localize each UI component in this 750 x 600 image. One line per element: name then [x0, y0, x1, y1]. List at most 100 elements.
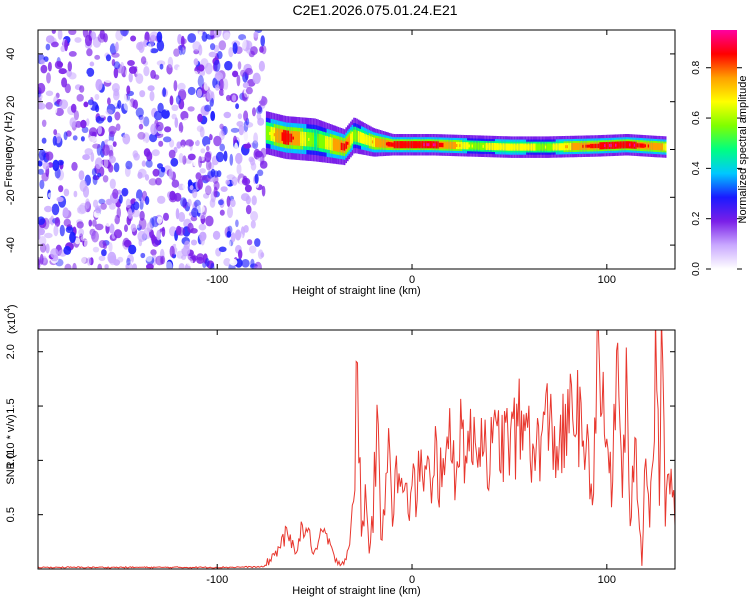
noise-blob [210, 43, 216, 51]
noise-blob [163, 212, 169, 221]
signal-peak [636, 143, 640, 147]
noise-blob [185, 139, 195, 147]
noise-blob [204, 104, 212, 112]
noise-blob [45, 43, 51, 51]
noise-blob [237, 113, 243, 120]
y-tick-label: -20 [5, 189, 17, 205]
noise-blob [191, 255, 199, 261]
noise-blob [250, 220, 256, 229]
x-tick-label: 100 [598, 574, 616, 586]
signal-cell [580, 144, 583, 149]
noise-blob [58, 185, 64, 193]
noise-blob [219, 143, 225, 152]
noise-blob [45, 35, 55, 44]
noise-blob [254, 261, 262, 269]
noise-blob [245, 86, 253, 95]
noise-blob [257, 169, 264, 177]
signal-cell [440, 142, 443, 148]
signal-cell [639, 143, 642, 148]
noise-blob [237, 61, 242, 70]
noise-blob [243, 225, 249, 233]
signal-cell [364, 135, 366, 143]
signal-cell [490, 144, 492, 149]
x-tick-label: -100 [206, 574, 228, 586]
signal-cell [560, 144, 563, 149]
noise-blob [159, 63, 164, 70]
noise-blob [86, 257, 92, 266]
noise-blob [123, 239, 132, 248]
noise-blob [252, 107, 256, 117]
noise-blob [38, 97, 42, 103]
noise-blob [208, 162, 215, 170]
noise-blob [53, 225, 59, 237]
signal-peak [456, 144, 459, 147]
noise-blob [114, 111, 121, 121]
noise-blob [128, 244, 137, 255]
spectrogram-panel: -100 0 100 -40 -20 0 20 40 Height of straight l… [3, 29, 676, 297]
chart-title: C2E1.2026.075.01.24.E21 [292, 2, 458, 18]
noise-blob [210, 262, 215, 269]
noise-blob [79, 85, 85, 93]
signal-cell [442, 142, 444, 148]
signal-cell [515, 145, 517, 150]
noise-blob [137, 168, 147, 178]
signal-cell [470, 143, 472, 149]
noise-blob [103, 159, 112, 169]
noise-blob [174, 117, 179, 128]
noise-blob [63, 188, 70, 197]
signal-cell [624, 142, 626, 147]
noise-blob [203, 82, 209, 91]
signal-cell [638, 143, 640, 148]
noise-blob [236, 74, 241, 87]
noise-blob [41, 119, 47, 128]
colorbar-tick-label: 0.4 [691, 161, 702, 175]
noise-blob [180, 47, 185, 53]
signal-cell [451, 143, 453, 148]
signal-cell [320, 137, 323, 146]
noise-blob [173, 48, 180, 57]
noise-blob [180, 197, 187, 208]
noise-blob [238, 124, 245, 136]
signal-cell [510, 145, 513, 150]
noise-blob [57, 30, 63, 40]
noise-blob [168, 168, 173, 180]
noise-blob [205, 160, 212, 171]
signal-cell [481, 144, 483, 149]
noise-blob [180, 145, 186, 156]
noise-blob [124, 224, 128, 232]
signal-cell [435, 142, 438, 147]
noise-blob [250, 258, 255, 268]
signal-peak [633, 143, 637, 147]
noise-blob [177, 130, 183, 142]
noise-blob [177, 82, 186, 91]
noise-blob [55, 107, 64, 117]
colorbar-label: Normalized spectral amplitude [737, 76, 749, 224]
signal-cell [322, 137, 324, 146]
signal-cell [552, 144, 555, 150]
signal-cell [295, 134, 298, 143]
noise-blob [196, 204, 205, 214]
signal-peak [434, 143, 438, 147]
signal-cell [534, 145, 536, 150]
noise-blob [199, 126, 205, 138]
signal-peak [269, 132, 272, 135]
noise-blob [45, 90, 54, 97]
noise-blob [170, 157, 179, 167]
signal-peak [273, 133, 277, 137]
signal-cell [278, 131, 280, 141]
noise-blob [133, 201, 140, 211]
noise-blob [187, 33, 197, 43]
signal-cell [281, 132, 284, 141]
noise-blob [88, 127, 98, 137]
signal-peak [565, 145, 569, 149]
noise-blob [147, 43, 152, 54]
noise-blob [249, 245, 257, 254]
noise-blob [252, 72, 261, 85]
noise-blob [104, 123, 109, 132]
signal-cell [509, 144, 511, 150]
noise-blob [199, 231, 207, 242]
noise-blob [69, 117, 77, 128]
noise-blob [191, 131, 198, 142]
noise-blob [241, 208, 247, 220]
